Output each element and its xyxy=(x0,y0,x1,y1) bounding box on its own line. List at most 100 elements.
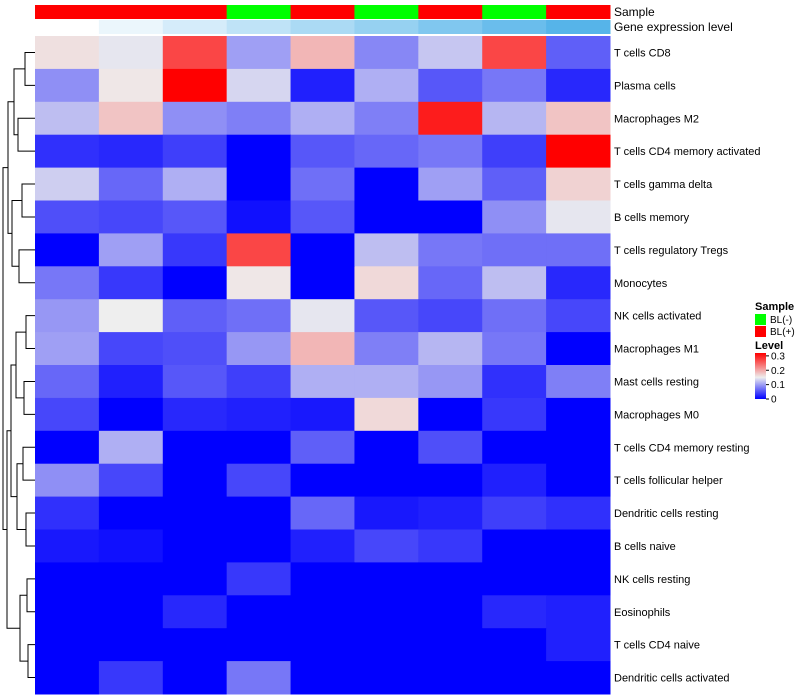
heatmap-cell xyxy=(162,233,228,267)
heatmap-cell xyxy=(226,397,292,432)
heatmap-cell xyxy=(482,595,547,629)
heatmap-cell xyxy=(546,266,611,300)
heatmap-cell xyxy=(546,397,611,432)
heatmap-cell xyxy=(162,68,228,103)
heatmap-cell xyxy=(98,628,164,662)
heatmap-cell xyxy=(226,200,292,234)
heatmap-cell xyxy=(162,463,228,498)
gene-expression-track-label: Gene expression level xyxy=(614,20,733,34)
heatmap-cell xyxy=(482,529,547,563)
heatmap-cell xyxy=(290,430,355,465)
row-label: NK cells activated xyxy=(614,311,701,323)
sample-track-cell xyxy=(226,5,292,19)
heatmap-cell xyxy=(418,595,483,629)
legend-level-title: Level xyxy=(755,340,783,352)
heatmap-cell xyxy=(354,167,419,201)
heatmap-cell xyxy=(162,167,228,201)
annotation-tracks xyxy=(35,5,611,34)
heatmap-cell xyxy=(546,134,611,169)
heatmap-cell xyxy=(482,365,547,399)
heatmap-cell xyxy=(354,463,419,498)
heatmap-cell xyxy=(482,200,547,234)
heatmap-cell xyxy=(290,266,355,300)
dendrogram-branch xyxy=(13,68,25,136)
row-label: Macrophages M0 xyxy=(614,409,699,421)
heatmap-cell xyxy=(418,562,483,596)
heatmap-cell xyxy=(35,430,100,465)
heatmap-cell xyxy=(290,365,355,399)
heatmap-cell xyxy=(546,299,611,333)
heatmap-cell xyxy=(354,430,419,465)
row-label: Dendritic cells resting xyxy=(614,508,719,520)
legend-sample-label: BL(-) xyxy=(770,315,792,326)
heatmap-cell xyxy=(354,661,419,695)
legend-tick-label: 0.3 xyxy=(771,351,785,362)
heatmap-cell xyxy=(35,365,100,399)
heatmap-cell xyxy=(418,463,483,498)
heatmap-cell xyxy=(226,266,292,300)
heatmap-cell xyxy=(98,266,164,300)
heatmap-cell xyxy=(290,332,355,366)
gene-expression-track-cell xyxy=(290,20,355,34)
heatmap-cell xyxy=(418,101,483,136)
heatmap-cell xyxy=(98,36,164,70)
dendrogram-branch xyxy=(18,249,35,284)
row-labels: T cells CD8 Plasma cells Macrophages M2 T c… xyxy=(614,47,761,684)
heatmap-cell xyxy=(482,562,547,596)
heatmap-cell xyxy=(290,595,355,629)
heatmap-cell xyxy=(354,397,419,432)
sample-track-cell xyxy=(482,5,547,19)
heatmap-cell xyxy=(35,661,100,695)
heatmap-cell xyxy=(226,661,292,695)
heatmap-cell xyxy=(98,233,164,267)
heatmap-cell xyxy=(418,36,483,70)
heatmap-cell xyxy=(354,496,419,530)
row-label: NK cells resting xyxy=(614,574,690,586)
heatmap-cell xyxy=(226,233,292,267)
heatmap-cell xyxy=(98,101,164,136)
heatmap-cell xyxy=(226,365,292,399)
legend-color-bar xyxy=(755,353,766,399)
heatmap-cell xyxy=(290,36,355,70)
legend-sample-label: BL(+) xyxy=(770,327,795,338)
heatmap-cell xyxy=(98,430,164,465)
heatmap-cell xyxy=(226,529,292,563)
legend-tick-label: 0.1 xyxy=(771,380,785,391)
heatmap-cell xyxy=(35,595,100,629)
heatmap-cell xyxy=(162,430,228,465)
heatmap-cell xyxy=(546,200,611,234)
heatmap-cell xyxy=(226,595,292,629)
heatmap-cell xyxy=(482,430,547,465)
heatmap-cell xyxy=(290,529,355,563)
heatmap-cell xyxy=(418,628,483,662)
heatmap-cell xyxy=(290,134,355,169)
heatmap-cell xyxy=(226,628,292,662)
heatmap-cell xyxy=(546,628,611,662)
heatmap-cell xyxy=(418,266,483,300)
heatmap-cell xyxy=(35,496,100,530)
row-label: Macrophages M1 xyxy=(614,344,699,356)
row-label: Plasma cells xyxy=(614,80,676,92)
heatmap-cell xyxy=(226,496,292,530)
dendrogram-branch xyxy=(24,51,35,86)
heatmap-cell xyxy=(98,167,164,201)
row-label: T cells CD8 xyxy=(614,47,671,59)
row-label: T cells CD4 memory resting xyxy=(614,442,750,454)
heatmap-cell xyxy=(98,397,164,432)
heatmap-cell xyxy=(226,36,292,70)
heatmap-cell xyxy=(290,397,355,432)
heatmap-cell xyxy=(354,628,419,662)
heatmap-cell xyxy=(354,595,419,629)
heatmap-cell xyxy=(482,661,547,695)
heatmap-cell xyxy=(354,266,419,300)
legend-sample-swatch xyxy=(755,326,766,337)
sample-track-cell xyxy=(546,5,611,19)
heatmap-cell xyxy=(546,68,611,103)
heatmap-cell xyxy=(98,463,164,498)
heatmap-cell xyxy=(482,101,547,136)
heatmap-cell xyxy=(546,167,611,201)
heatmap-cell xyxy=(162,628,228,662)
dendrogram-branch xyxy=(22,446,35,481)
heatmap-cell xyxy=(98,134,164,169)
row-label: T cells CD4 memory activated xyxy=(614,146,761,158)
